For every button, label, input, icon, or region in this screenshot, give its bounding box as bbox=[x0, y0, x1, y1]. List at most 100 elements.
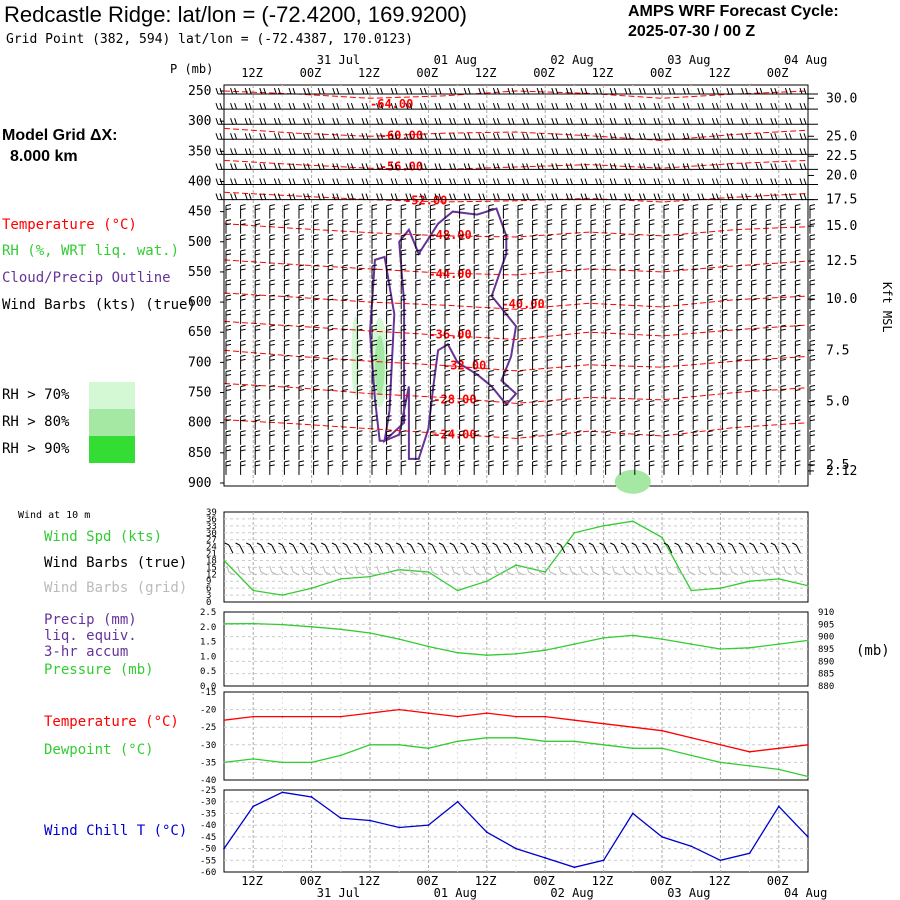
wind-barb bbox=[765, 339, 772, 355]
wind-barb bbox=[283, 249, 290, 264]
wind-barb bbox=[502, 339, 509, 355]
wind-barb bbox=[561, 430, 567, 445]
wind-barb bbox=[711, 118, 731, 125]
wind-speed-line-point bbox=[631, 520, 634, 523]
wind-barb bbox=[590, 204, 597, 219]
wind-barb bbox=[517, 415, 524, 430]
wind-barb bbox=[225, 339, 232, 355]
wind-barb bbox=[342, 385, 348, 400]
wind-barb bbox=[342, 324, 348, 340]
wind-barb bbox=[269, 219, 275, 234]
wind-barb bbox=[371, 234, 378, 249]
time-tick-top: 12Z bbox=[475, 66, 497, 80]
wind-barb bbox=[230, 87, 249, 95]
wind-barb bbox=[478, 133, 497, 140]
wind-barb bbox=[697, 133, 716, 140]
wind-barb bbox=[605, 354, 611, 370]
wind-barb bbox=[668, 87, 687, 95]
wind-barb bbox=[741, 118, 760, 125]
wind-barb bbox=[459, 264, 465, 279]
wind-barb bbox=[590, 279, 597, 295]
wind-barb bbox=[794, 204, 801, 219]
wind-barb bbox=[707, 219, 713, 234]
wind-barb bbox=[721, 234, 728, 249]
wind-barb bbox=[794, 294, 801, 310]
wind-barb bbox=[799, 102, 818, 110]
temperature-contour-label: -36.00 bbox=[428, 327, 471, 341]
wind-barb bbox=[376, 178, 395, 185]
wind-speed-tick: 15 bbox=[206, 563, 217, 573]
windchill-line-point bbox=[631, 812, 634, 815]
wind-barb bbox=[444, 354, 451, 370]
surface-pressure-line-point bbox=[339, 628, 342, 631]
wind-barb bbox=[532, 415, 538, 430]
wind-barb bbox=[342, 445, 348, 460]
wind-barb bbox=[517, 324, 524, 340]
wind-barb bbox=[444, 430, 451, 445]
wind-barb bbox=[327, 339, 334, 355]
wind-barb bbox=[225, 219, 232, 234]
wind-barb bbox=[225, 385, 232, 400]
wind-barb bbox=[415, 309, 421, 325]
windchill-tick: -40 bbox=[200, 821, 216, 831]
wind-barb bbox=[590, 354, 597, 370]
date-label-top: 04 Aug bbox=[784, 53, 827, 67]
wind-barb bbox=[415, 460, 421, 475]
kft-tick-label: 15.0 bbox=[826, 219, 857, 234]
wind-barb bbox=[283, 294, 290, 310]
wind-barb bbox=[415, 339, 421, 355]
time-tick-bottom: 12Z bbox=[358, 874, 380, 888]
wind-barb bbox=[678, 249, 684, 264]
wind-barb bbox=[400, 264, 407, 279]
wind-barb bbox=[799, 148, 818, 155]
wind-barb bbox=[459, 279, 465, 295]
wind-barb bbox=[346, 87, 366, 95]
surface-temperature-line-point bbox=[807, 743, 809, 746]
wind-barb bbox=[400, 279, 407, 295]
wind-barb bbox=[561, 385, 567, 400]
wind-barb bbox=[386, 385, 392, 400]
surface-pressure-line-point bbox=[485, 654, 488, 657]
dewpoint-line-point bbox=[602, 743, 605, 746]
wind-barb bbox=[390, 193, 410, 201]
wind-barb bbox=[648, 460, 655, 475]
wind-barb bbox=[546, 279, 553, 295]
pressure-tick-label: 600 bbox=[188, 295, 211, 310]
wind-barb bbox=[419, 133, 439, 140]
wind-barb bbox=[342, 249, 348, 264]
temperature-contour bbox=[223, 419, 809, 439]
wind-barb bbox=[546, 294, 553, 310]
surface-pressure-line-point bbox=[690, 643, 693, 645]
dewpoint-line-point bbox=[807, 775, 809, 778]
wind-barb bbox=[736, 385, 743, 400]
wind-barb bbox=[605, 294, 611, 310]
wind-barb-grid bbox=[397, 565, 407, 576]
wind-speed-tick: 0 bbox=[206, 598, 211, 608]
wind-barb bbox=[692, 339, 699, 355]
wind-barb bbox=[546, 385, 553, 400]
wind-barb bbox=[692, 309, 699, 325]
wind-barb bbox=[478, 163, 497, 170]
wind-barb bbox=[726, 163, 745, 170]
legend-temperature: Temperature (°C) bbox=[2, 217, 137, 233]
date-label-bottom: 04 Aug bbox=[784, 886, 827, 900]
wind-barb bbox=[736, 309, 743, 325]
wind-barb bbox=[444, 324, 451, 340]
wind-speed-line-point bbox=[252, 589, 255, 592]
wind-barb bbox=[386, 204, 392, 219]
wind-barb bbox=[780, 339, 786, 355]
wind-barb bbox=[313, 294, 319, 310]
temperature-contour bbox=[223, 259, 809, 276]
wind-barb bbox=[488, 430, 494, 445]
wind-barb bbox=[809, 219, 816, 234]
wind-barb bbox=[784, 193, 804, 201]
wind-barb bbox=[269, 430, 275, 445]
wind-barb bbox=[332, 178, 351, 185]
wind-barb-grid bbox=[729, 565, 739, 576]
wind-barb bbox=[517, 460, 524, 475]
wind-barb bbox=[488, 460, 494, 475]
wind-barb bbox=[419, 118, 439, 125]
wind-barb-grid bbox=[676, 565, 685, 576]
surface-temperature-line-point bbox=[515, 715, 517, 718]
chart-title: Redcastle Ridge: lat/lon = (-72.4200, 16… bbox=[4, 2, 467, 27]
